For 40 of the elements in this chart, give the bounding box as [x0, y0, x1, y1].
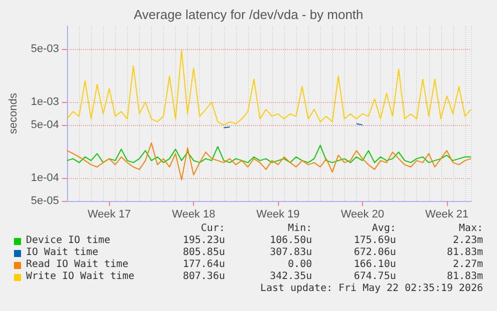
- line-series: [66, 142, 472, 180]
- y-tick-label: 5e-03: [30, 42, 59, 55]
- text: 342.35u: [270, 271, 312, 282]
- line-series: [66, 144, 472, 164]
- x-tick-label: Week 19: [256, 208, 300, 220]
- text: Avg:: [372, 223, 396, 234]
- legend-label: Device IO time: [26, 235, 110, 246]
- y-tick-label: 5e-05: [30, 195, 59, 207]
- text: 672.06u: [354, 247, 396, 258]
- text: Min:: [288, 223, 312, 234]
- text: 805.85u: [182, 247, 225, 258]
- chart-title: Average latency for /dev/vda - by month: [134, 7, 364, 22]
- text: 175.69u: [354, 235, 396, 246]
- text: 674.75u: [354, 271, 396, 282]
- text: 0.00: [288, 259, 312, 270]
- text: Max:: [458, 223, 483, 234]
- text: 106.50u: [270, 235, 312, 246]
- text: 807.36u: [182, 271, 225, 282]
- x-tick-label: Week 21: [425, 208, 468, 220]
- text: 177.64u: [182, 259, 225, 270]
- text: Last update: Fri May 22 02:35:19 2026: [260, 283, 483, 294]
- legend-label: Read IO Wait time: [26, 259, 128, 270]
- x-tick-label: Week 17: [88, 208, 131, 220]
- y-tick-label: 5e-04: [30, 118, 59, 131]
- x-tick-label: Week 18: [172, 208, 216, 220]
- text: 166.10u: [354, 259, 396, 270]
- text: Cur:: [200, 223, 225, 234]
- text: 2.27m: [452, 259, 483, 270]
- y-axis-title: seconds: [8, 92, 20, 134]
- legend-label: Write IO Wait time: [26, 271, 134, 282]
- x-tick-label: Week 20: [340, 208, 384, 220]
- y-tick-label: 1e-03: [30, 96, 59, 108]
- y-tick-label: 1e-04: [30, 172, 59, 184]
- line-series: [66, 50, 472, 126]
- text: 81.83m: [446, 271, 483, 282]
- text: 307.83u: [270, 247, 312, 258]
- legend-label: IO Wait time: [26, 247, 98, 258]
- text: 195.23u: [182, 235, 225, 246]
- text: 81.83m: [446, 247, 483, 258]
- text: 2.23m: [452, 235, 483, 246]
